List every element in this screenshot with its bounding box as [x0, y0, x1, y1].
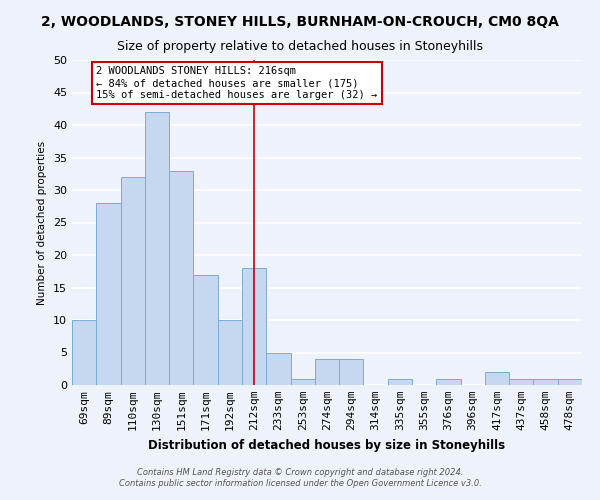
- Text: 2 WOODLANDS STONEY HILLS: 216sqm
← 84% of detached houses are smaller (175)
15% : 2 WOODLANDS STONEY HILLS: 216sqm ← 84% o…: [96, 66, 377, 100]
- Bar: [509, 378, 533, 385]
- Bar: [485, 372, 509, 385]
- X-axis label: Distribution of detached houses by size in Stoneyhills: Distribution of detached houses by size …: [148, 438, 506, 452]
- Bar: [218, 320, 242, 385]
- Bar: [72, 320, 96, 385]
- Bar: [436, 378, 461, 385]
- Bar: [533, 378, 558, 385]
- Bar: [290, 378, 315, 385]
- Bar: [266, 352, 290, 385]
- Bar: [193, 274, 218, 385]
- Y-axis label: Number of detached properties: Number of detached properties: [37, 140, 47, 304]
- Text: Size of property relative to detached houses in Stoneyhills: Size of property relative to detached ho…: [117, 40, 483, 53]
- Bar: [145, 112, 169, 385]
- Text: 2, WOODLANDS, STONEY HILLS, BURNHAM-ON-CROUCH, CM0 8QA: 2, WOODLANDS, STONEY HILLS, BURNHAM-ON-C…: [41, 15, 559, 29]
- Bar: [121, 177, 145, 385]
- Text: Contains HM Land Registry data © Crown copyright and database right 2024.
Contai: Contains HM Land Registry data © Crown c…: [119, 468, 481, 487]
- Bar: [242, 268, 266, 385]
- Bar: [388, 378, 412, 385]
- Bar: [339, 359, 364, 385]
- Bar: [558, 378, 582, 385]
- Bar: [169, 170, 193, 385]
- Bar: [96, 203, 121, 385]
- Bar: [315, 359, 339, 385]
